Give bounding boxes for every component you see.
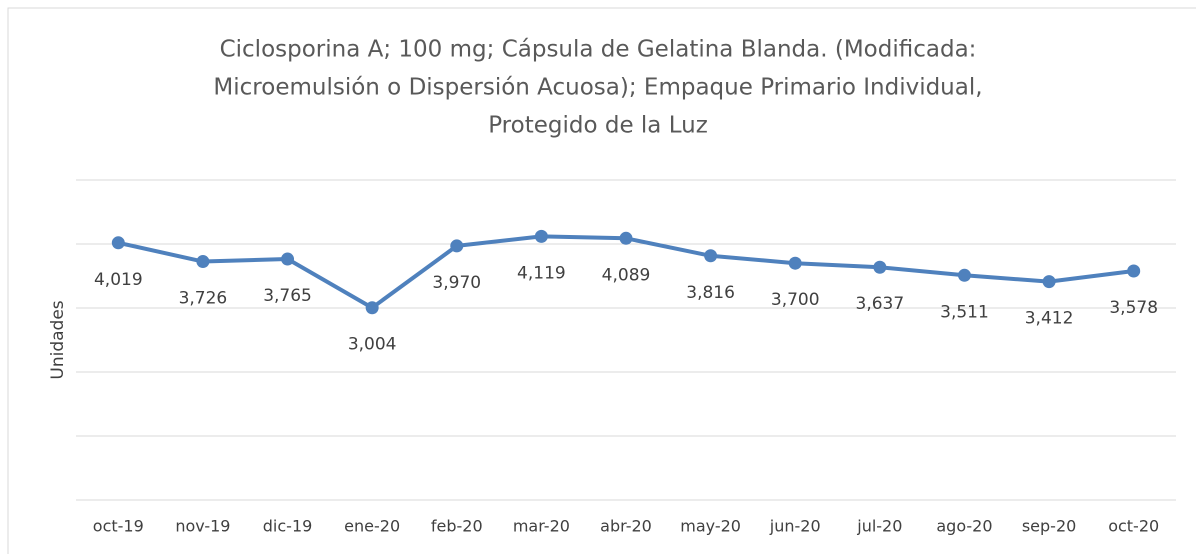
- point: [788, 256, 802, 270]
- x-tick-label: sep-20: [1022, 517, 1076, 536]
- point: [1042, 275, 1056, 289]
- data-label: 3,511: [940, 302, 989, 322]
- data-label: 3,412: [1025, 309, 1074, 329]
- point: [873, 260, 887, 274]
- data-label: 3,637: [856, 294, 905, 314]
- point: [534, 229, 548, 243]
- chart-title: Ciclosporina A; 100 mg; Cápsula de Gelat…: [220, 37, 977, 63]
- chart-title: Microemulsión o Dispersión Acuosa); Empa…: [213, 75, 982, 101]
- data-label: 3,816: [686, 283, 735, 303]
- point: [704, 249, 718, 263]
- point: [619, 231, 633, 245]
- point: [957, 268, 971, 282]
- x-tick-label: oct-19: [93, 517, 144, 536]
- x-tick-label: oct-20: [1108, 517, 1159, 536]
- x-tick-label: feb-20: [431, 517, 483, 536]
- x-tick-label: may-20: [680, 517, 741, 536]
- point: [365, 301, 379, 315]
- point: [111, 236, 125, 250]
- data-label: 3,765: [263, 286, 312, 306]
- data-label: 3,970: [432, 273, 481, 293]
- x-tick-label: jun-20: [769, 517, 821, 536]
- data-label: 3,726: [179, 289, 228, 309]
- data-label: 3,578: [1109, 298, 1158, 318]
- x-tick-label: jul-20: [856, 517, 902, 536]
- data-label: 3,004: [348, 335, 397, 355]
- x-tick-label: abr-20: [600, 517, 652, 536]
- x-tick-label: nov-19: [175, 517, 230, 536]
- chart-title: Protegido de la Luz: [488, 113, 708, 139]
- point: [281, 252, 295, 266]
- point: [1127, 264, 1141, 278]
- point: [196, 255, 210, 269]
- point: [450, 239, 464, 253]
- data-label: 4,019: [94, 270, 143, 290]
- x-tick-label: dic-19: [263, 517, 313, 536]
- x-tick-label: ago-20: [936, 517, 992, 536]
- y-axis-label: Unidades: [48, 300, 68, 379]
- x-tick-label: ene-20: [344, 517, 400, 536]
- x-tick-label: mar-20: [513, 517, 570, 536]
- data-label: 4,089: [602, 265, 651, 285]
- chart-border: [7, 7, 1196, 554]
- data-label: 4,119: [517, 263, 566, 283]
- data-label: 3,700: [771, 290, 820, 310]
